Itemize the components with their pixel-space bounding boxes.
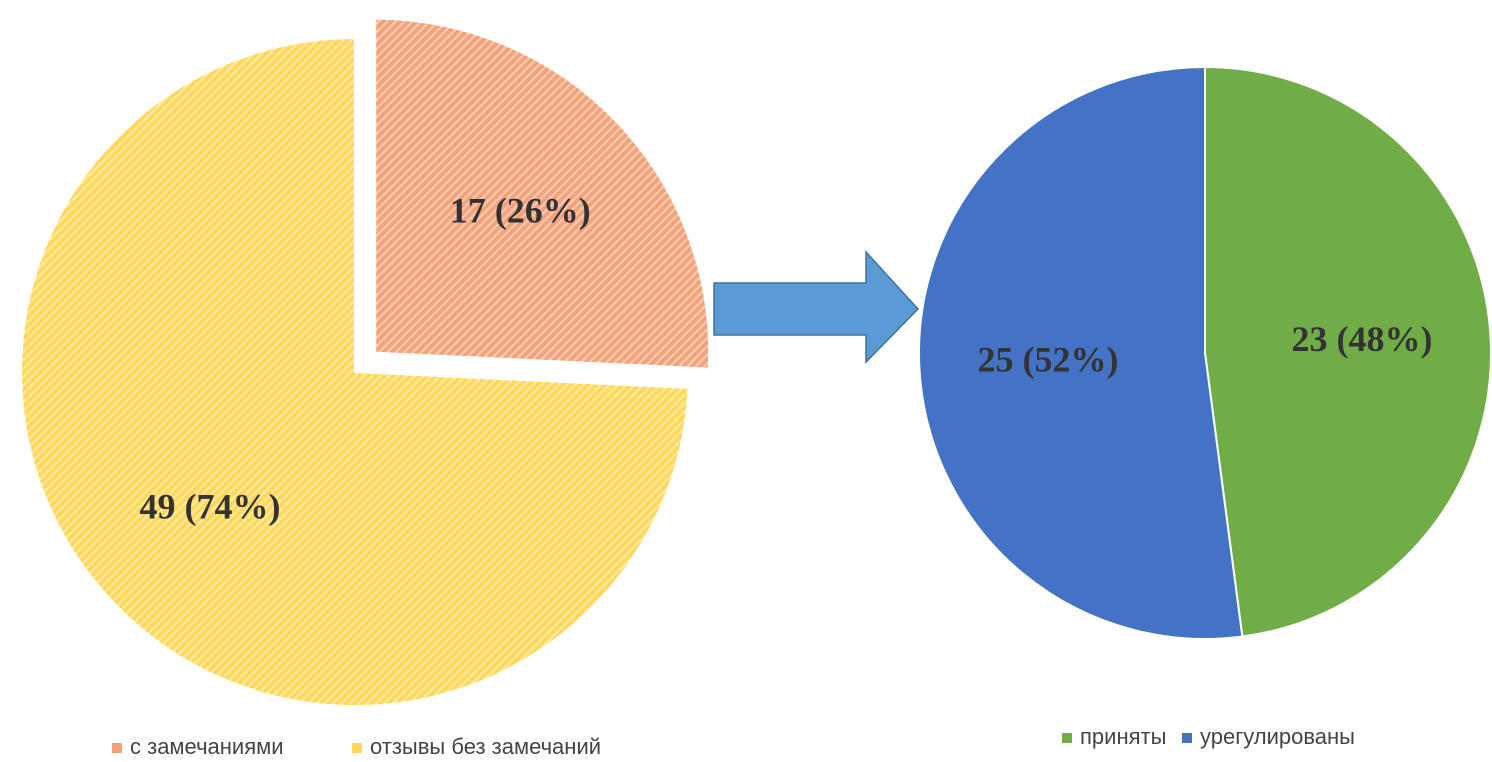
legend-label: с замечаниями bbox=[130, 734, 284, 759]
legend-swatch bbox=[1062, 733, 1072, 743]
arrow bbox=[714, 252, 918, 362]
legend-label: отзывы без замечаний bbox=[370, 734, 601, 759]
legend-label: урегулированы bbox=[1200, 724, 1355, 749]
legend-swatch bbox=[352, 743, 362, 753]
data-label: 49 (74%) bbox=[139, 487, 280, 527]
legend-swatch bbox=[112, 743, 122, 753]
data-label: 17 (26%) bbox=[450, 191, 591, 231]
legend-swatch bbox=[1182, 733, 1192, 743]
data-label: 23 (48%) bbox=[1291, 319, 1432, 359]
legend-label: приняты bbox=[1080, 724, 1166, 749]
data-label: 25 (52%) bbox=[978, 340, 1119, 380]
page: 17 (26%) 49 (74%) с замечаниями отзывы без … bbox=[0, 0, 1492, 762]
